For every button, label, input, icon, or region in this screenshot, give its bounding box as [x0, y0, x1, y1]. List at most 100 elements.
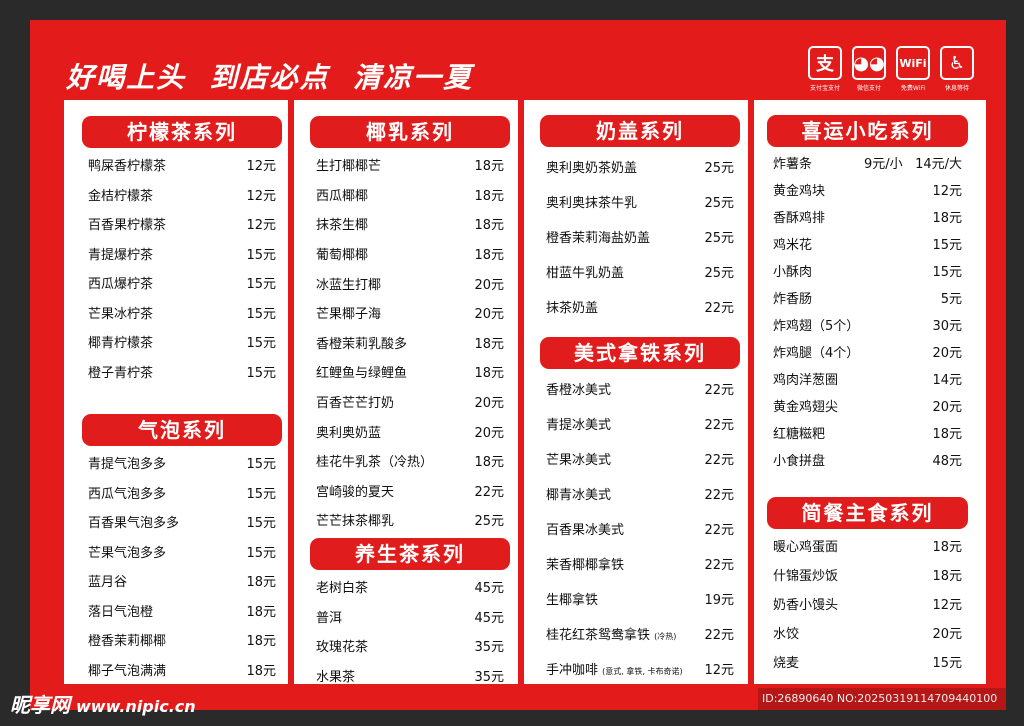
- item-name: 西瓜爆柠茶: [88, 277, 154, 293]
- menu-item: 百香果气泡多多 15元: [82, 507, 282, 537]
- item-name: 蓝月谷: [88, 575, 128, 591]
- item-price: 18元: [474, 336, 504, 352]
- watermark-logo: 昵享网 www.nipic.cn: [10, 693, 196, 717]
- item-price: 12元: [246, 218, 276, 234]
- menu-item: 椰子气泡满满 18元: [82, 655, 282, 685]
- menu-item: 老树白茶 45元: [310, 572, 510, 602]
- item-price: 20元: [932, 627, 962, 642]
- column-divider: [748, 100, 754, 684]
- item-note: (意式, 拿铁, 卡布奇诺): [602, 667, 683, 676]
- item-price: 19元: [704, 593, 734, 608]
- service-alipay: 支支付宝支付: [806, 46, 844, 92]
- menu-item: 抹茶生椰 18元: [310, 209, 510, 239]
- menu-item: 黄金鸡翅尖 20元: [767, 392, 968, 419]
- menu-item: 橙香茉莉海盐奶盖 25元: [540, 219, 740, 254]
- menu-section: 气泡系列 青提气泡多多 15元 西瓜气泡多多 15元 百香果气泡多多 15元 芒果气泡多多 15…: [82, 414, 282, 684]
- item-price: 18元: [474, 366, 504, 382]
- item-name: 落日气泡橙: [88, 604, 154, 620]
- item-name: 奥利奥奶蓝: [316, 425, 382, 441]
- menu-item: 橙香茉莉椰椰 18元: [82, 625, 282, 655]
- item-price: 20元: [474, 396, 504, 412]
- section-header: 养生茶系列: [310, 538, 510, 570]
- column-divider: [288, 100, 294, 684]
- menu-item: 茉香椰椰拿铁 22元: [540, 546, 740, 581]
- item-price: 12元: [246, 159, 276, 175]
- item-price: 20元: [474, 307, 504, 323]
- menu-item: 奥利奥抹茶牛乳 25元: [540, 184, 740, 219]
- item-name: 烧麦: [773, 656, 800, 671]
- item-price: 18元: [932, 569, 962, 584]
- menu-item: 蓝月谷 18元: [82, 566, 282, 596]
- menu-item: 芒果气泡多多 15元: [82, 537, 282, 567]
- item-name: 炸鸡翅（5个）: [773, 319, 860, 334]
- item-price: 20元: [932, 400, 962, 415]
- item-name: 西瓜椰椰: [316, 188, 369, 204]
- item-price: 20元: [932, 346, 962, 361]
- item-price: 30元: [932, 319, 962, 334]
- item-name: 椰子气泡满满: [88, 663, 167, 679]
- item-price: 22元: [704, 488, 734, 503]
- item-price: 45元: [474, 610, 504, 626]
- item-price: 18元: [474, 188, 504, 204]
- service-icons: 支支付宝支付 ◕◕ 微信支付 WiFi 免费WiFi ♿ 休息等待: [806, 46, 976, 92]
- item-name: 玫瑰花茶: [316, 640, 369, 656]
- menu-item: 芒果冰美式 22元: [540, 441, 740, 476]
- item-name: 芒果气泡多多: [88, 545, 167, 561]
- item-name: 炸香肠: [773, 292, 813, 307]
- item-name: 普洱: [316, 610, 343, 626]
- menu-item: 奶香小馒头 12元: [767, 589, 968, 618]
- item-price: 5元: [940, 292, 962, 307]
- section-header: 气泡系列: [82, 414, 282, 446]
- menu-item: 青提爆柠茶 15元: [82, 239, 282, 269]
- item-name: 什锦蛋炒饭: [773, 569, 839, 584]
- item-name: 椰青柠檬茶: [88, 336, 154, 352]
- item-price: 20元: [474, 277, 504, 293]
- item-price: 12元: [932, 598, 962, 613]
- menu-item: 红糖糍粑 18元: [767, 419, 968, 446]
- service-label: 休息等待: [944, 85, 969, 92]
- item-name: 红糖糍粑: [773, 427, 826, 442]
- item-name: 芒果冰美式: [546, 453, 612, 468]
- item-name: 百香芒芒打奶: [316, 396, 395, 412]
- item-price: 14元: [932, 373, 962, 388]
- menu-item: 抹茶奶盖 22元: [540, 289, 740, 324]
- menu-item: 小酥肉 15元: [767, 257, 968, 284]
- menu-section: 美式拿铁系列 香橙冰美式 22元 青提冰美式 22元 芒果冰美式 22元 椰青冰美式 22元 百香…: [540, 337, 740, 686]
- item-price: 35元: [474, 670, 504, 686]
- menu-title: 好喝上头 到店必点 清凉一夏: [66, 61, 473, 94]
- service-rest-area: ♿ 休息等待: [938, 46, 976, 92]
- item-price: 22元: [704, 523, 734, 538]
- item-name: 香酥鸡排: [773, 211, 826, 226]
- item-name: 椰青冰美式: [546, 488, 612, 503]
- menu-item: 冰蓝生打椰 20元: [310, 268, 510, 298]
- item-price: 25元: [704, 231, 734, 246]
- item-name: 芒果冰柠茶: [88, 306, 154, 322]
- menu-item: 椰青冰美式 22元: [540, 476, 740, 511]
- section-header: 奶盖系列: [540, 115, 740, 147]
- menu-item: 西瓜爆柠茶 15元: [82, 268, 282, 298]
- item-name: 青提冰美式: [546, 418, 612, 433]
- menu-item: 柑蓝牛乳奶盖 25元: [540, 254, 740, 289]
- item-name: 金桔柠檬茶: [88, 188, 154, 204]
- menu-item: 奥利奥奶蓝 20元: [310, 416, 510, 446]
- menu-section: 养生茶系列 老树白茶 45元 普洱 45元 玫瑰花茶 35元 水果茶 35元: [310, 538, 510, 690]
- section-header: 简餐主食系列: [767, 497, 968, 529]
- item-price: 18元: [246, 663, 276, 679]
- menu-item: 青提冰美式 22元: [540, 406, 740, 441]
- menu-item: 什锦蛋炒饭 18元: [767, 560, 968, 589]
- menu-item: 炸鸡翅（5个） 30元: [767, 311, 968, 338]
- item-price: 18元: [246, 634, 276, 650]
- menu-item: 香橙冰美式 22元: [540, 371, 740, 406]
- item-price: 12元: [932, 184, 962, 199]
- item-price: 22元: [704, 558, 734, 573]
- item-note: (冷热): [654, 632, 677, 641]
- item-name: 老树白茶: [316, 581, 369, 597]
- section-header: 椰乳系列: [310, 116, 510, 148]
- item-name: 水饺: [773, 627, 800, 642]
- menu-item: 炸鸡腿（4个） 20元: [767, 338, 968, 365]
- item-name: 生椰拿铁: [546, 593, 599, 608]
- item-name: 百香果冰美式: [546, 523, 625, 538]
- menu-item: 暖心鸡蛋面 18元: [767, 531, 968, 560]
- menu-item: 葡萄椰椰 18元: [310, 239, 510, 269]
- item-name: 香橙茉莉乳酸多: [316, 336, 408, 352]
